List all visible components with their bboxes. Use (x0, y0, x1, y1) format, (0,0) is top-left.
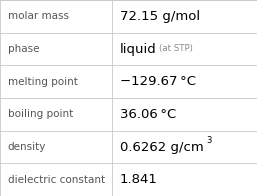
Text: 1.841: 1.841 (120, 173, 157, 186)
Text: 36.06 °C: 36.06 °C (120, 108, 176, 121)
Text: 72.15 g/mol: 72.15 g/mol (120, 10, 200, 23)
Text: phase: phase (8, 44, 39, 54)
Text: 0.6262 g/cm: 0.6262 g/cm (120, 141, 203, 153)
Text: boiling point: boiling point (8, 109, 73, 119)
Text: density: density (8, 142, 46, 152)
Text: melting point: melting point (8, 77, 78, 87)
Text: liquid: liquid (120, 43, 156, 55)
Text: −129.67 °C: −129.67 °C (120, 75, 196, 88)
Text: (at STP): (at STP) (159, 44, 193, 54)
Text: 3: 3 (206, 136, 211, 145)
Text: dielectric constant: dielectric constant (8, 175, 105, 185)
Text: molar mass: molar mass (8, 11, 69, 21)
